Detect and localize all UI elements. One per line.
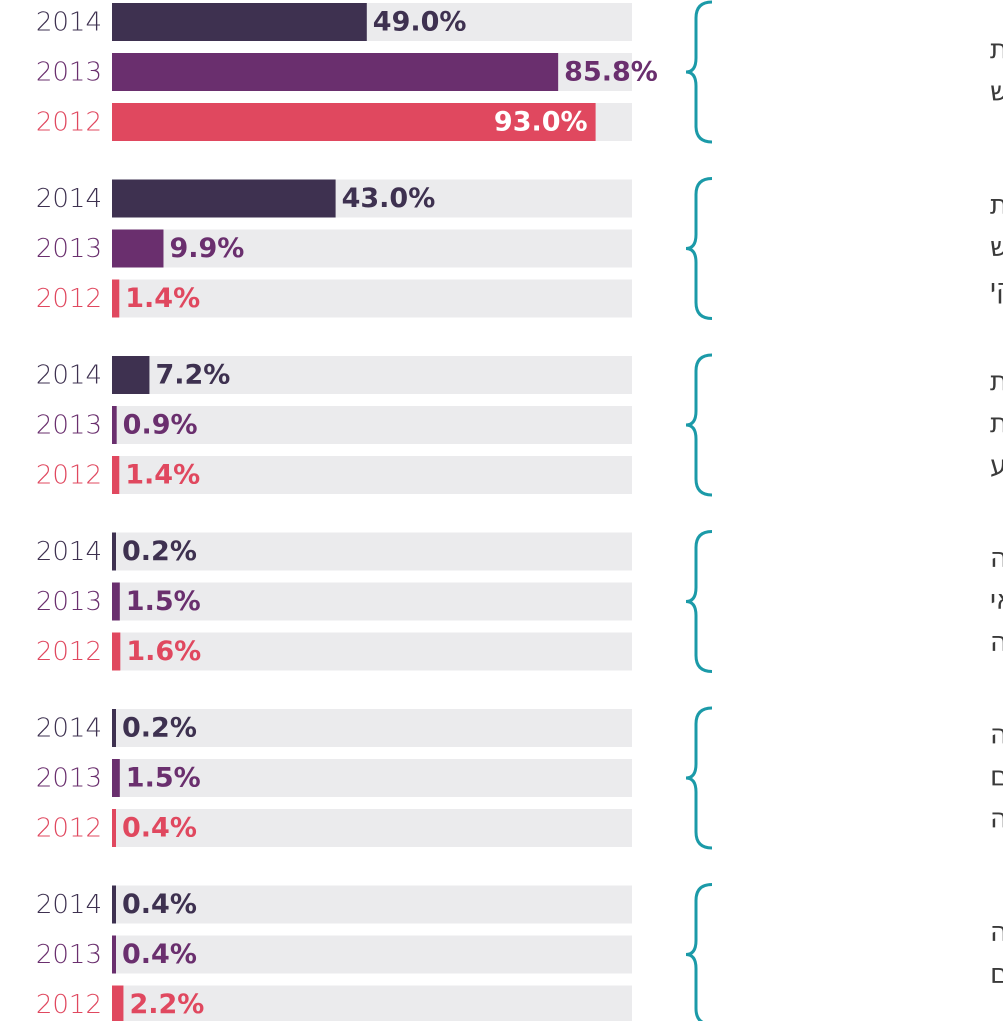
category-label: הופסק בשל אי [990,585,1003,616]
bar [112,229,164,268]
bar-track [112,759,632,797]
value-label: 7.2% [155,360,230,391]
bar-track [112,885,632,924]
brace [685,706,713,850]
bar-track [112,229,632,268]
bar [112,582,120,621]
year-label: 2012 [36,461,102,491]
year-label: 2012 [36,108,102,138]
category-label: הטיפול בבקשה [990,917,1003,948]
bar [112,632,121,671]
year-label: 2012 [36,284,102,314]
category-label: הטיפול בבקשה [990,543,1003,574]
bar [112,3,367,41]
bar [112,456,120,494]
bar [112,885,116,924]
category-label: הופסק מטעמים [990,762,1003,793]
year-label: 2013 [36,940,102,970]
value-label: 0.9% [123,410,198,441]
value-label: 1.4% [125,460,200,491]
year-label: 2012 [36,814,102,844]
bar [112,103,596,141]
category-label: הבקשה למסירת [990,409,1003,440]
year-label: 2013 [36,58,102,88]
value-label: 43.0% [342,183,436,214]
bar-track [112,582,632,621]
bar [112,179,336,218]
bar [112,709,116,747]
category-label: הרשות מסרה את [990,35,1003,66]
category-label: טרם הסתיים [990,959,1003,990]
brace [685,883,713,1021]
year-label: 2014 [36,184,102,214]
value-label: 1.5% [126,586,201,617]
category-label: המידע המבוקש [990,232,1003,263]
year-label: 2014 [36,361,102,391]
category-label: הרשות מסרה את [990,190,1003,221]
value-label: 1.5% [126,763,201,794]
bar [112,532,116,571]
year-label: 2012 [36,637,102,667]
value-label: 93.0% [494,107,588,138]
year-label: 2014 [36,8,102,38]
bar-track [112,809,632,847]
brace [685,0,713,144]
year-label: 2013 [36,411,102,441]
brace [685,177,713,320]
bar [112,985,124,1021]
bar-track [112,456,632,494]
value-label: 2.2% [129,989,204,1020]
bar [112,406,117,444]
year-label: 2013 [36,764,102,794]
value-label: 0.2% [122,713,197,744]
year-label: 2014 [36,714,102,744]
bar-track [112,935,632,974]
category-label: תשלום אגרה [990,627,1003,658]
bar [112,53,559,91]
year-label: 2013 [36,234,102,264]
category-label: הטיפול בבקשה [990,720,1003,751]
bar-track [112,279,632,318]
bar-track [112,709,632,747]
value-label: 1.4% [125,283,200,314]
year-label: 2014 [36,537,102,567]
value-label: 0.4% [122,939,197,970]
category-label: הנוגעים לפונה [990,804,1003,835]
value-label: 1.6% [126,636,201,667]
value-label: 0.4% [122,813,197,844]
category-label: כל המידע המבוקש [990,77,1003,108]
bar [112,759,120,797]
category-label: הרשות דחתה את [990,367,1003,398]
value-label: 0.2% [122,536,197,567]
year-label: 2013 [36,587,102,617]
bar [112,935,116,974]
value-label: 9.9% [169,233,244,264]
year-label: 2014 [36,890,102,920]
bar-track [112,406,632,444]
category-label: מידע [990,451,1003,482]
bar [112,356,150,394]
value-label: 49.0% [373,7,467,38]
bar [112,809,116,847]
brace [685,353,713,497]
value-label: 0.4% [122,889,197,920]
bar-track [112,532,632,571]
bar-track [112,632,632,671]
value-label: 85.8% [564,57,658,88]
bar-track [112,985,632,1021]
year-label: 2012 [36,990,102,1020]
category-label: באופן חלקי [990,274,1003,305]
bar [112,279,120,318]
brace [685,530,713,673]
bar-track [112,356,632,394]
